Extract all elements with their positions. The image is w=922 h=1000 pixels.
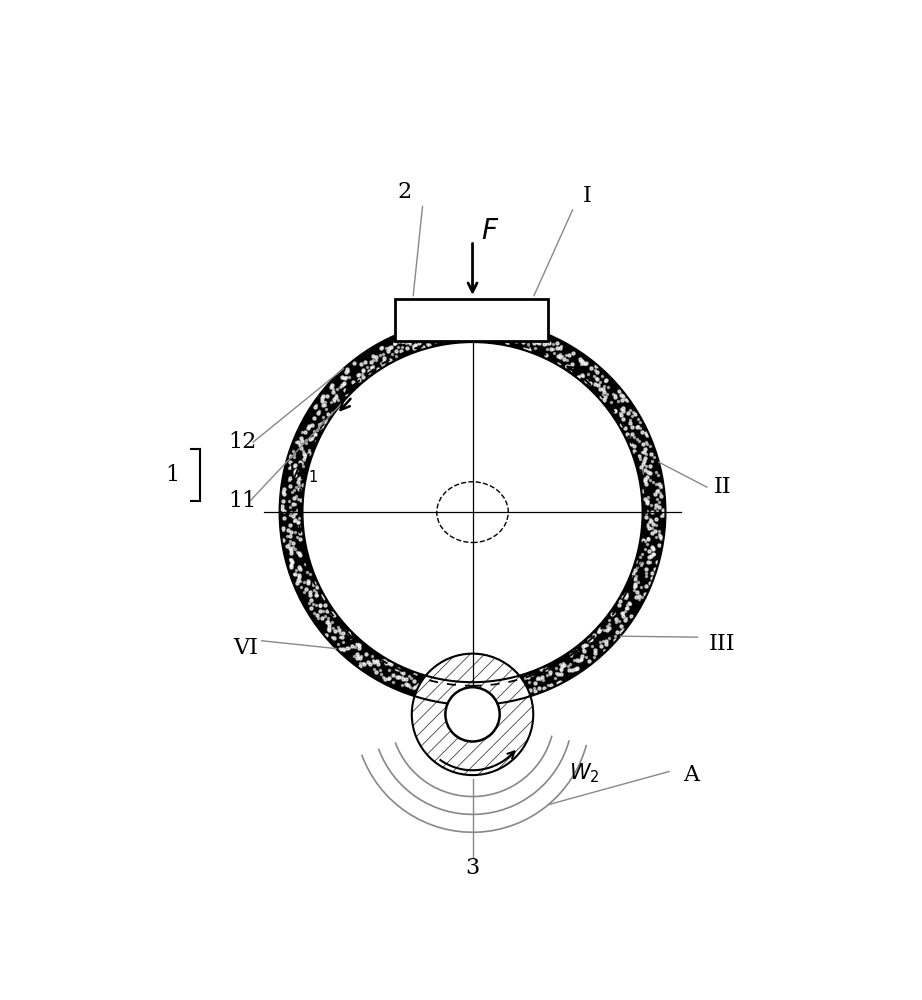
Text: $F$: $F$ — [481, 218, 500, 245]
Text: $W_2$: $W_2$ — [569, 761, 599, 785]
Text: A: A — [683, 764, 699, 786]
Circle shape — [445, 687, 500, 742]
Circle shape — [412, 654, 533, 775]
Text: III: III — [708, 633, 735, 655]
Circle shape — [279, 319, 666, 705]
Text: 1: 1 — [165, 464, 180, 486]
Circle shape — [273, 312, 672, 712]
Text: 12: 12 — [229, 431, 256, 453]
Text: II: II — [714, 476, 732, 498]
Circle shape — [302, 342, 643, 682]
Bar — [396, 299, 549, 341]
Text: $W_1$: $W_1$ — [288, 461, 318, 485]
Text: I: I — [583, 185, 591, 207]
Circle shape — [302, 342, 643, 682]
Text: 2: 2 — [397, 181, 412, 203]
Text: 3: 3 — [466, 857, 479, 879]
Text: 11: 11 — [229, 490, 256, 512]
Text: VI: VI — [233, 637, 258, 659]
